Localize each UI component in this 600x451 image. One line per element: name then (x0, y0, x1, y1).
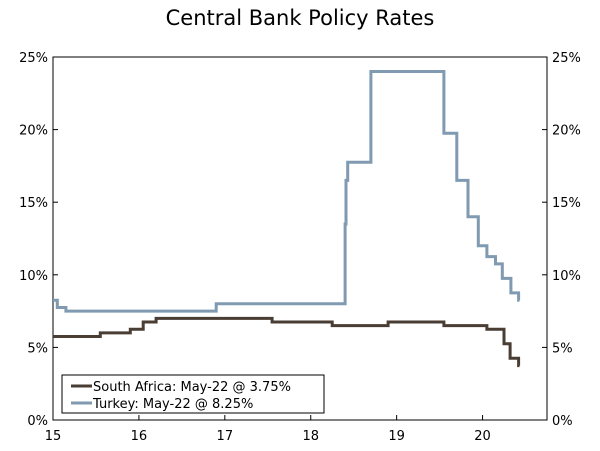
y-tick-label-right: 25% (552, 51, 581, 66)
y-tick-label-right: 5% (552, 341, 573, 356)
x-tick-label: 17 (217, 429, 234, 444)
chart-title: Central Bank Policy Rates (165, 6, 435, 30)
legend: South Africa: May-22 @ 3.75% Turkey: May-… (61, 374, 325, 414)
y-tick-label-right: 0% (552, 414, 573, 429)
y-tick-label-right: 15% (552, 196, 581, 211)
y-tick-label-left: 15% (19, 196, 48, 211)
y-tick-label-left: 20% (19, 124, 48, 139)
x-tick-label: 20 (474, 429, 491, 444)
x-tick-label: 18 (302, 429, 319, 444)
series-lines (53, 70, 521, 368)
legend-box (61, 374, 325, 414)
x-tick-label: 19 (388, 429, 405, 444)
y-tick-label-right: 20% (552, 124, 581, 139)
x-tick-label: 16 (131, 429, 148, 444)
y-tick-label-left: 25% (19, 51, 48, 66)
y-tick-label-left: 0% (27, 414, 48, 429)
y-tick-label-left: 10% (19, 269, 48, 284)
series-line-south-africa (53, 316, 521, 368)
legend-label-south-africa: South Africa: May-22 @ 3.75% (93, 380, 291, 395)
legend-label-turkey: Turkey: May-22 @ 8.25% (92, 397, 253, 412)
plot-frame (52, 56, 548, 421)
series-line-turkey (53, 70, 521, 313)
x-tick-label: 15 (45, 429, 62, 444)
axes: 0% 0% 5% 5% 10% 10% 15% 15% 20% 20% 25% 25% 15 16 17 18… (19, 51, 581, 444)
y-tick-label-left: 5% (27, 341, 48, 356)
y-tick-label-right: 10% (552, 269, 581, 284)
